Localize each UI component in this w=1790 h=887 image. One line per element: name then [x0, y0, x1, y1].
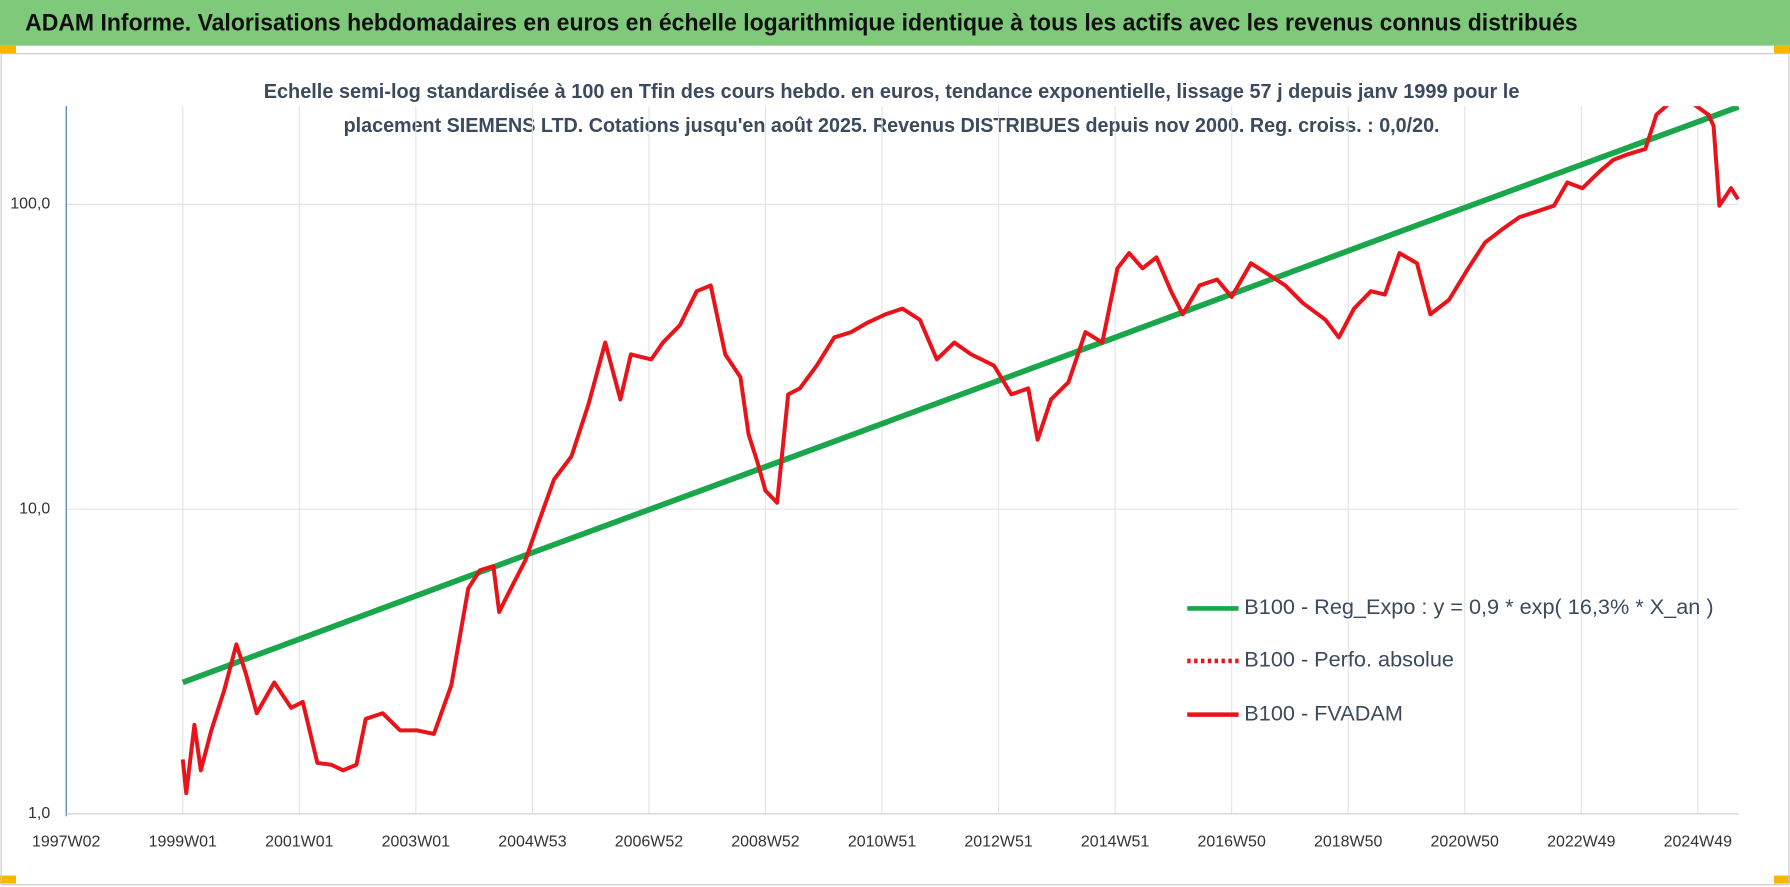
- corner: [1774, 875, 1790, 884]
- frame: [0, 53, 1790, 886]
- corner: [0, 45, 16, 54]
- chart-title: ADAM Informe. Valorisations hebdomadaire…: [25, 9, 1578, 36]
- x-tick-label: 2014W51: [1081, 834, 1149, 851]
- x-tick-label: 2024W49: [1664, 834, 1732, 851]
- x-tick-label: 2012W51: [964, 834, 1032, 851]
- chart-subtitle: placement SIEMENS LTD. Cotations jusqu'e…: [344, 114, 1440, 137]
- legend-label: B100 - Reg_Expo : y = 0,9 * exp( 16,3% *…: [1244, 594, 1713, 619]
- y-tick-label: 1,0: [28, 805, 50, 822]
- x-tick-label: 1999W01: [149, 834, 217, 851]
- legend-label: B100 - FVADAM: [1244, 700, 1403, 725]
- x-tick-label: 1997W02: [32, 834, 100, 851]
- series-line: [181, 106, 1740, 686]
- x-tick-label: 2004W53: [498, 834, 566, 851]
- x-tick-label: 2022W49: [1547, 834, 1615, 851]
- x-tick-label: 2010W51: [848, 834, 916, 851]
- x-tick-label: 2003W01: [382, 834, 450, 851]
- series-line: [180, 106, 1740, 796]
- x-tick-label: 2006W52: [615, 834, 683, 851]
- x-tick-label: 2001W01: [265, 834, 333, 851]
- y-tick-label: 100,0: [10, 196, 50, 213]
- header-bar: [0, 0, 1790, 46]
- corner: [1774, 45, 1790, 54]
- x-tick-label: 2020W50: [1431, 834, 1499, 851]
- plot-area: [180, 106, 1740, 796]
- x-tick-label: 2008W52: [731, 834, 799, 851]
- x-tick-label: 2016W50: [1197, 834, 1265, 851]
- chart-subtitle: Echelle semi-log standardisée à 100 en T…: [264, 80, 1520, 103]
- legend-label: B100 - Perfo. absolue: [1244, 647, 1454, 672]
- y-tick-label: 10,0: [19, 500, 50, 517]
- x-tick-label: 2018W50: [1314, 834, 1382, 851]
- corner: [0, 875, 16, 884]
